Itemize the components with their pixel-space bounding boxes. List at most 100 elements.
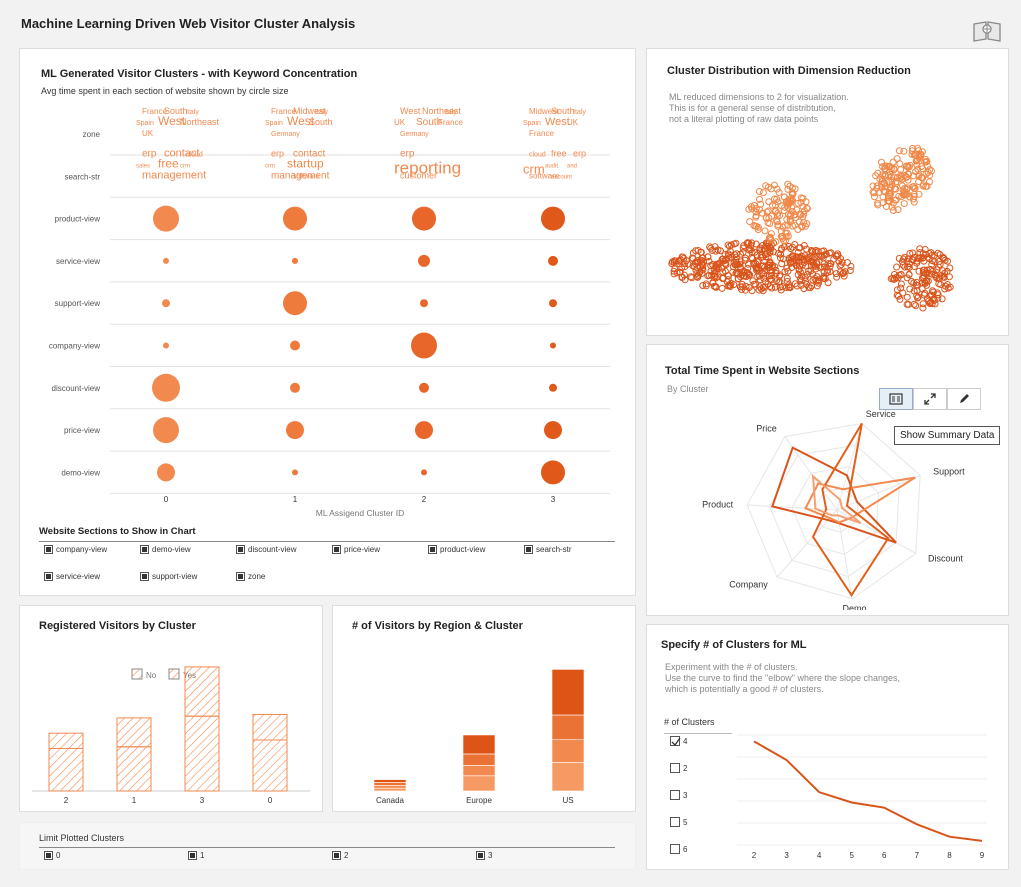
- scatter-point: [774, 250, 782, 258]
- radar-spoke: [776, 509, 838, 578]
- section-checkbox-search-str[interactable]: search-str: [524, 545, 572, 554]
- checkbox[interactable]: [236, 572, 245, 581]
- cluster-count-option-2[interactable]: 2: [670, 763, 687, 773]
- scatter-point: [771, 283, 779, 291]
- scatter-point: [672, 257, 680, 265]
- registered-visitors-title: Registered Visitors by Cluster: [39, 620, 196, 632]
- checkbox[interactable]: [670, 763, 680, 773]
- section-checkbox-zone[interactable]: zone: [236, 572, 265, 581]
- bar-canada-segment-0: [373, 787, 407, 792]
- checkbox[interactable]: [140, 572, 149, 581]
- scatter-point: [697, 248, 705, 256]
- scatter-point: [890, 173, 898, 181]
- checkbox[interactable]: [670, 844, 680, 854]
- keyword-uk: UK: [394, 118, 406, 127]
- scatter-point: [803, 270, 811, 278]
- checkbox[interactable]: [332, 851, 341, 860]
- section-checkbox-product-view[interactable]: product-view: [428, 545, 485, 554]
- checkbox[interactable]: [670, 790, 680, 800]
- scatter-point: [905, 270, 913, 278]
- checkbox[interactable]: [140, 545, 149, 554]
- scatter-point: [893, 263, 901, 271]
- book-icon[interactable]: [972, 20, 1002, 42]
- circle-service-view-cluster-2: [418, 254, 430, 267]
- total-time-subtitle: By Cluster: [667, 384, 709, 394]
- section-checkbox-service-view[interactable]: service-view: [44, 572, 100, 581]
- limit-checkbox-0[interactable]: 0: [44, 851, 60, 860]
- scatter-point: [934, 291, 942, 299]
- scatter-point: [696, 268, 704, 276]
- scatter-point: [774, 209, 782, 217]
- scatter-point: [846, 267, 854, 275]
- scatter-point: [744, 239, 752, 247]
- cluster-count-option-4[interactable]: 4: [670, 736, 687, 747]
- scatter-point: [752, 280, 760, 288]
- scatter-point: [878, 175, 886, 183]
- scatter-point: [938, 295, 946, 303]
- checkbox[interactable]: [44, 851, 53, 860]
- legend-swatch-yes: [168, 668, 180, 680]
- scatter-point: [678, 253, 686, 261]
- section-checkbox-discount-view[interactable]: discount-view: [236, 545, 296, 554]
- checkbox[interactable]: [670, 736, 681, 747]
- scatter-point: [921, 245, 929, 253]
- bar-yes-cluster-2: [48, 732, 84, 749]
- scatter-point: [899, 261, 907, 269]
- scatter-point: [803, 220, 811, 228]
- circle-discount-view-cluster-3: [549, 383, 557, 392]
- limit-checkbox-2[interactable]: 2: [332, 851, 348, 860]
- edit-button[interactable]: [947, 388, 981, 410]
- scatter-point: [795, 244, 803, 252]
- scatter-point: [908, 278, 916, 286]
- limit-checkbox-1[interactable]: 1: [188, 851, 204, 860]
- scatter-point: [680, 260, 688, 268]
- section-checkbox-support-view[interactable]: support-view: [140, 572, 197, 581]
- expand-icon: [924, 393, 936, 405]
- keyword-crm: crm: [265, 163, 275, 169]
- x-tick-3: 3: [200, 796, 205, 805]
- circle-support-view-cluster-1: [283, 291, 307, 316]
- scatter-point: [791, 185, 799, 193]
- checkbox[interactable]: [524, 545, 533, 554]
- scatter-point: [725, 254, 733, 262]
- scatter-point: [888, 203, 896, 211]
- sections-divider: [39, 541, 615, 542]
- checkbox[interactable]: [332, 545, 341, 554]
- checkbox[interactable]: [236, 545, 245, 554]
- scatter-point: [787, 210, 795, 218]
- checkbox[interactable]: [188, 851, 197, 860]
- scatter-point: [789, 222, 797, 230]
- checkbox[interactable]: [44, 545, 53, 554]
- checkbox[interactable]: [428, 545, 437, 554]
- cluster-count-option-3[interactable]: 3: [670, 790, 687, 800]
- expand-button[interactable]: [913, 388, 947, 410]
- scatter-point: [913, 259, 921, 267]
- checkbox[interactable]: [670, 817, 680, 827]
- scatter-point: [794, 199, 802, 207]
- summary-data-button[interactable]: [879, 388, 913, 410]
- x-tick-7: 7: [915, 851, 920, 860]
- checkbox[interactable]: [476, 851, 485, 860]
- cluster-count-option-5[interactable]: 5: [670, 817, 687, 827]
- section-checkbox-price-view[interactable]: price-view: [332, 545, 380, 554]
- scatter-cluster-2: [869, 144, 935, 215]
- radar-spoke: [747, 504, 838, 511]
- section-checkbox-demo-view[interactable]: demo-view: [140, 545, 191, 554]
- scatter-point: [898, 258, 906, 266]
- limit-checkbox-3[interactable]: 3: [476, 851, 492, 860]
- keyword-south: South: [164, 106, 188, 116]
- scatter-point: [823, 269, 831, 277]
- scatter-point: [923, 182, 931, 190]
- cluster-count-option-6[interactable]: 6: [670, 844, 687, 854]
- radar-grid: [769, 444, 900, 578]
- bar-europe-segment-0: [462, 775, 496, 792]
- scatter-point: [931, 300, 939, 308]
- section-checkbox-company-view[interactable]: company-view: [44, 545, 107, 554]
- checkbox[interactable]: [44, 572, 53, 581]
- x-tick-0: 0: [268, 796, 273, 805]
- keyword-northeast: Northeast: [422, 106, 462, 116]
- scatter-point: [767, 272, 775, 280]
- scatter-point: [895, 147, 903, 155]
- circle-company-view-cluster-0: [163, 342, 169, 349]
- circle-company-view-cluster-2: [411, 332, 437, 359]
